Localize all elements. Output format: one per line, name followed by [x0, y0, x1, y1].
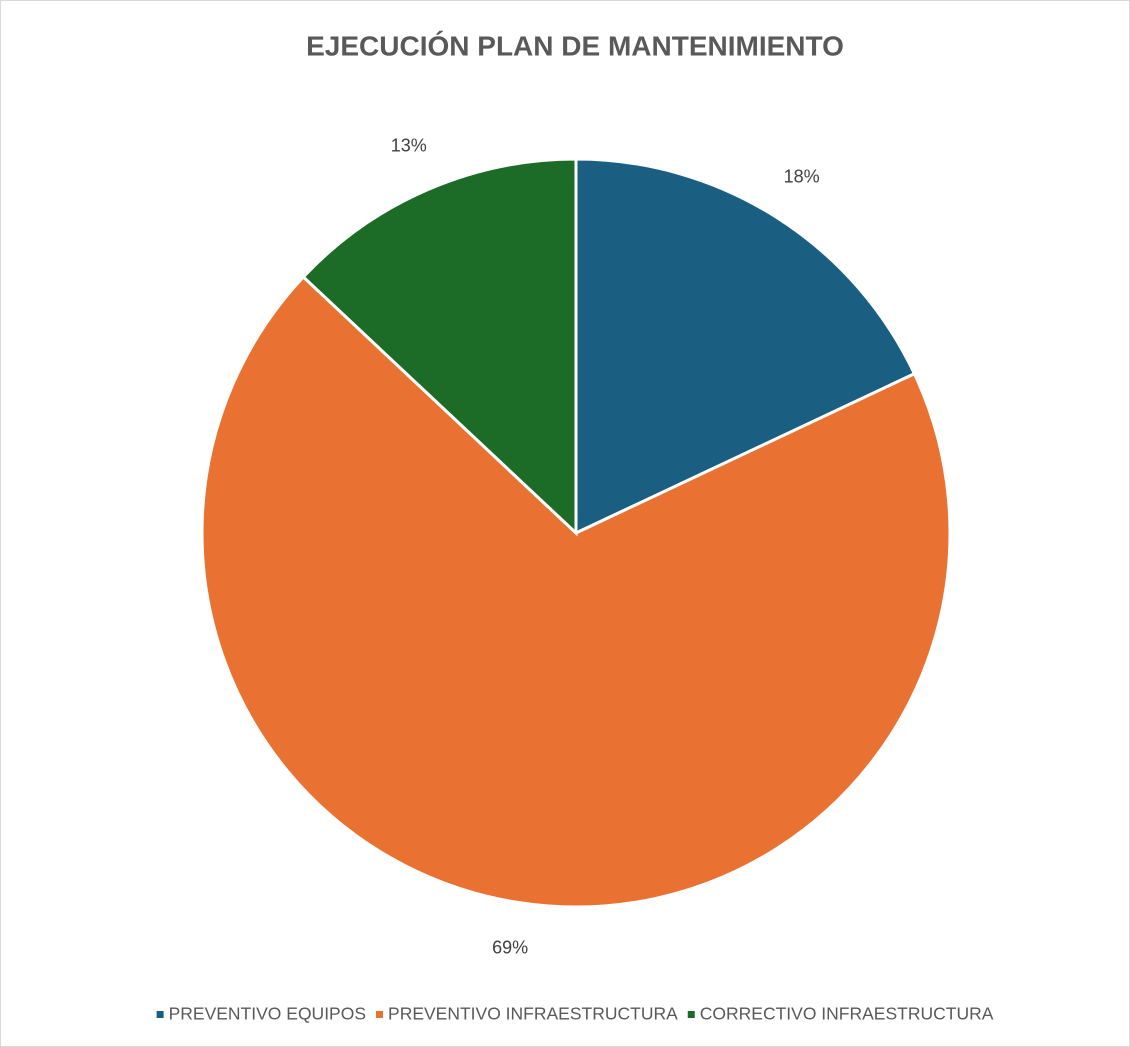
- pie-slice: [301, 157, 578, 537]
- pie-slice: [574, 157, 917, 536]
- chart-title: EJECUCIÓN PLAN DE MANTENIMIENTO: [306, 30, 844, 61]
- data-label: 13%: [391, 135, 427, 155]
- legend-label: CORRECTIVO INFRAESTRUCTURA: [700, 1004, 994, 1024]
- legend-marker: [687, 1011, 695, 1018]
- legend-marker: [156, 1011, 164, 1018]
- legend-marker: [376, 1011, 384, 1018]
- pie-slice: [200, 274, 952, 909]
- data-label: 69%: [492, 938, 528, 958]
- legend-label: PREVENTIVO INFRAESTRUCTURA: [388, 1004, 678, 1024]
- legend-label: PREVENTIVO EQUIPOS: [169, 1004, 366, 1024]
- data-label: 18%: [784, 166, 820, 186]
